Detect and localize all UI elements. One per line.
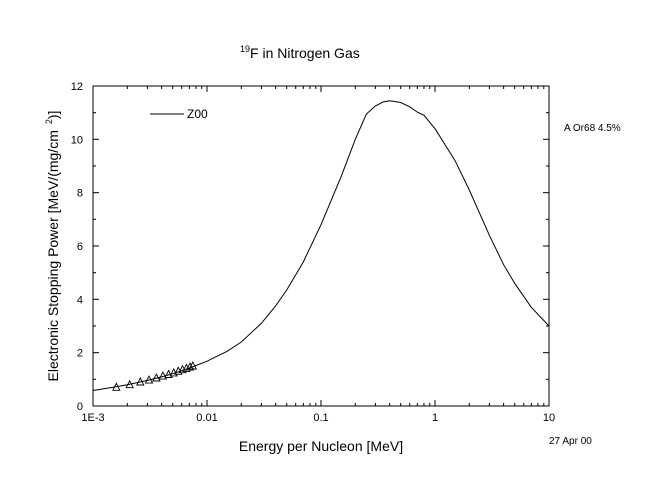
y-tick-label: 12 [71, 81, 83, 93]
x-axis-ticks: 1E-3 0.01 0.1 1 10 [81, 86, 555, 424]
reference-note: A Or68 4.5% [564, 123, 621, 134]
chart-title: 19F in Nitrogen Gas [240, 44, 360, 61]
date-stamp: 27 Apr 00 [549, 436, 592, 447]
chart-title-text: 19F in Nitrogen Gas [240, 44, 360, 61]
y-tick-label: 0 [77, 401, 83, 413]
data-point-triangle [185, 362, 195, 371]
chart-title-main: F in Nitrogen Gas [250, 45, 360, 61]
data-point-triangle [188, 360, 198, 370]
x-tick-label: 10 [543, 412, 555, 424]
data-point-triangle [136, 376, 145, 386]
legend-label-z00: Z00 [187, 107, 208, 121]
legend: Z00 [150, 107, 208, 121]
data-point-triangle [112, 382, 121, 391]
x-tick-label: 0.1 [313, 412, 328, 424]
data-point-triangle [182, 363, 191, 372]
data-point-triangle [158, 371, 168, 380]
y-axis-title: Electronic Stopping Power [MeV/(mg/cm 2)] [44, 111, 61, 382]
y-tick-label: 8 [77, 188, 83, 200]
data-point-triangle [164, 369, 173, 378]
x-axis-title: Energy per Nucleon [MeV] [239, 438, 403, 454]
data-point-triangle [152, 372, 161, 382]
y-axis-title-end: )] [45, 111, 61, 120]
series-layer [92, 100, 550, 391]
y-axis-title-superscript: 2 [44, 119, 54, 124]
x-tick-label: 1E-3 [81, 412, 104, 424]
x-tick-label: 1 [432, 412, 438, 424]
series-line-z00 [92, 100, 550, 391]
chart-title-superscript: 19 [240, 44, 250, 54]
data-point-triangle [125, 379, 134, 389]
data-point-triangle [144, 375, 154, 384]
y-axis-title-main: Electronic Stopping Power [MeV/(mg/cm [45, 130, 61, 381]
y-tick-label: 4 [77, 294, 83, 306]
x-tick-label: 0.01 [196, 412, 217, 424]
y-tick-label: 10 [71, 134, 83, 146]
y-axis-ticks: 0 2 4 6 8 10 12 [71, 81, 549, 413]
y-tick-label: 2 [77, 348, 83, 360]
y-tick-label: 6 [77, 241, 83, 253]
plot-area-frame [92, 85, 550, 407]
